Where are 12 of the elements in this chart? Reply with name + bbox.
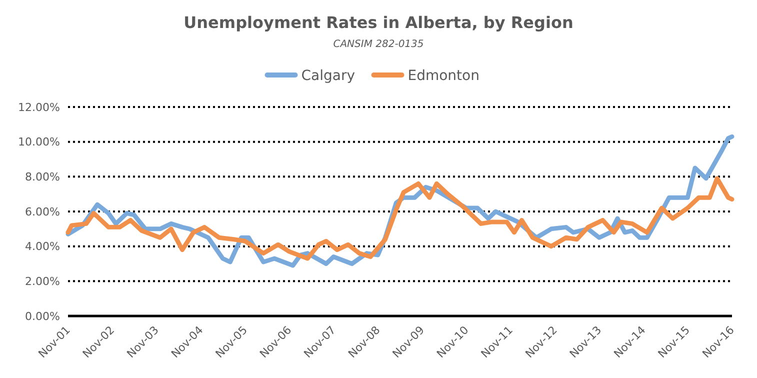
y-tick-label: 4.00% [25, 240, 60, 254]
chart-title: Unemployment Rates in Alberta, by Region [184, 13, 574, 32]
legend-label: Calgary [301, 68, 356, 84]
y-tick-label: 10.00% [18, 136, 60, 149]
legend-label: Edmonton [408, 68, 480, 84]
chart-subtitle: CANSIM 282-0135 [333, 39, 424, 50]
y-tick-label: 0.00% [25, 310, 60, 323]
y-tick-label: 12.00% [18, 100, 60, 114]
y-tick-label: 6.00% [25, 205, 60, 218]
y-tick-label: 2.00% [25, 275, 60, 288]
line-series [66, 176, 734, 261]
y-tick-label: 8.00% [25, 170, 60, 184]
